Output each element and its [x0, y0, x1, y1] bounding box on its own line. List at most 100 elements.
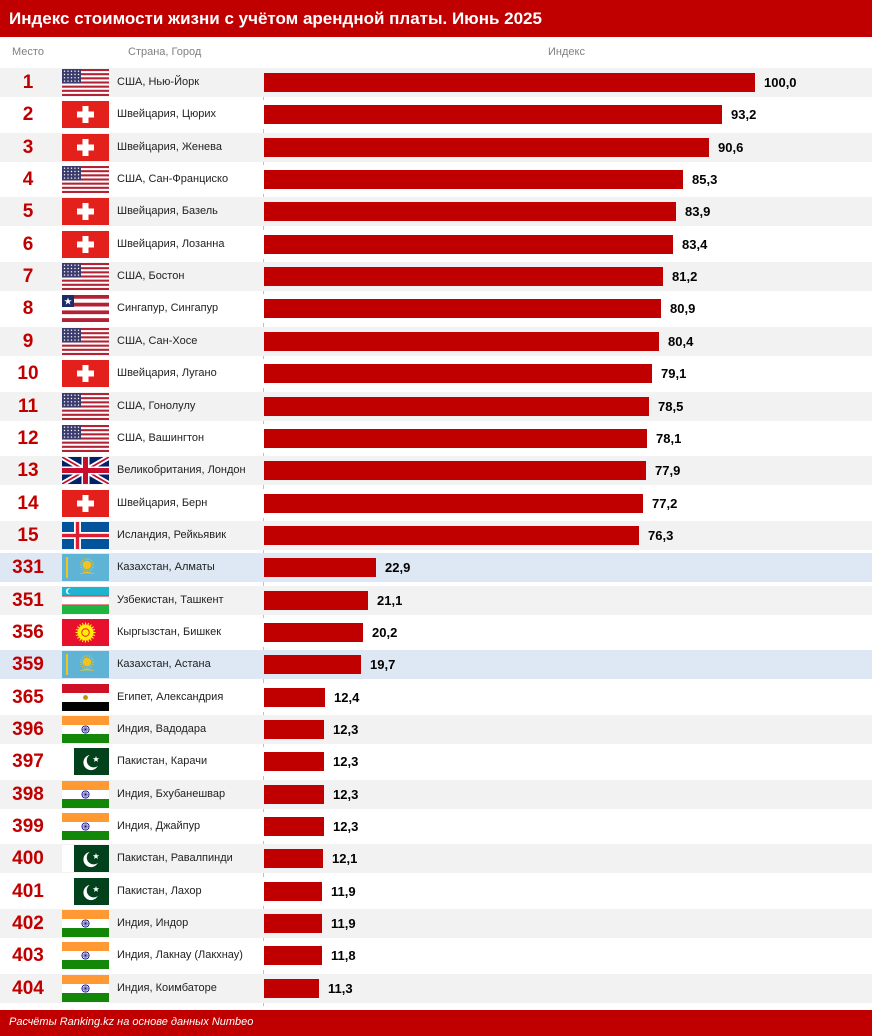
- switzerland-flag-icon: [62, 231, 109, 258]
- switzerland-flag-icon: [62, 360, 109, 387]
- table-row: [0, 909, 872, 938]
- city-label: Индия, Джайпур: [117, 820, 201, 832]
- bar: [264, 494, 643, 513]
- city-label: Великобритания, Лондон: [117, 464, 246, 476]
- highlighted-row: [0, 553, 872, 582]
- rank-label: 359: [12, 654, 44, 675]
- bar: [264, 332, 659, 351]
- value-label: 100,0: [764, 75, 797, 90]
- rank-label: 12: [17, 428, 39, 449]
- value-label: 93,2: [731, 107, 757, 122]
- value-label: 81,2: [672, 269, 698, 284]
- usa-flag-icon: [62, 425, 109, 452]
- city-label: Египет, Александрия: [117, 691, 224, 703]
- rank-label: 365: [12, 687, 44, 708]
- table-row: [0, 780, 872, 809]
- table-row: [0, 618, 872, 647]
- bar: [264, 202, 676, 221]
- city-label: Казахстан, Алматы: [117, 561, 215, 573]
- column-header-index: Индекс: [548, 46, 585, 58]
- bar: [264, 752, 324, 771]
- rank-label: 397: [12, 751, 44, 772]
- bar: [264, 720, 324, 739]
- city-label: Сингапур, Сингапур: [117, 302, 219, 314]
- india-flag-icon: [62, 813, 109, 840]
- bar: [264, 623, 363, 642]
- rank-label: 403: [12, 945, 44, 966]
- switzerland-flag-icon: [62, 198, 109, 225]
- rank-label: 6: [22, 234, 34, 255]
- city-label: Швейцария, Лугано: [117, 367, 217, 379]
- switzerland-flag-icon: [62, 490, 109, 517]
- table-row: [0, 586, 872, 615]
- bar: [264, 105, 722, 124]
- value-label: 11,9: [331, 884, 356, 899]
- uzbekistan-flag-icon: [62, 587, 109, 614]
- bar: [264, 429, 647, 448]
- value-label: 80,9: [670, 301, 696, 316]
- rank-label: 13: [17, 460, 39, 481]
- bar: [264, 817, 324, 836]
- bar: [264, 688, 325, 707]
- bar: [264, 138, 709, 157]
- bar: [264, 461, 646, 480]
- pakistan-flag-icon: [62, 748, 109, 775]
- india-flag-icon: [62, 975, 109, 1002]
- rank-label: 402: [12, 913, 44, 934]
- kazakhstan-flag-icon: [62, 651, 109, 678]
- bar: [264, 914, 322, 933]
- bar: [264, 655, 361, 674]
- source-note: Расчёты Ranking.kz на основе данных Numb…: [9, 1016, 254, 1028]
- rank-label: 14: [17, 493, 39, 514]
- table-row: [0, 974, 872, 1003]
- bar: [264, 397, 649, 416]
- switzerland-flag-icon: [62, 134, 109, 161]
- value-label: 85,3: [692, 172, 718, 187]
- city-label: Индия, Бхубанешвар: [117, 788, 226, 800]
- bar: [264, 170, 683, 189]
- bar: [264, 526, 639, 545]
- switzerland-flag-icon: [62, 101, 109, 128]
- value-label: 22,9: [385, 560, 411, 575]
- bar: [264, 849, 323, 868]
- value-label: 20,2: [372, 625, 398, 640]
- uk-flag-icon: [62, 457, 109, 484]
- singapore-flag-icon: [62, 295, 109, 322]
- city-label: Индия, Лакнау (Лакхнау): [117, 949, 243, 961]
- value-label: 90,6: [718, 140, 744, 155]
- bar: [264, 235, 673, 254]
- city-label: США, Гонолулу: [117, 400, 196, 412]
- column-header-city: Страна, Город: [128, 46, 202, 58]
- rank-label: 401: [12, 881, 44, 902]
- city-label: Узбекистан, Ташкент: [117, 594, 224, 606]
- usa-flag-icon: [62, 328, 109, 355]
- value-label: 83,9: [685, 204, 711, 219]
- bar: [264, 591, 368, 610]
- city-label: Швейцария, Базель: [117, 205, 218, 217]
- value-label: 21,1: [377, 593, 403, 608]
- egypt-flag-icon: [62, 684, 109, 711]
- city-label: Пакистан, Равалпинди: [117, 852, 233, 864]
- table-row: [0, 877, 872, 906]
- usa-flag-icon: [62, 166, 109, 193]
- bar: [264, 882, 322, 901]
- rank-label: 404: [12, 978, 44, 999]
- rank-label: 8: [22, 298, 34, 319]
- value-label: 11,3: [328, 981, 353, 996]
- rank-label: 396: [12, 719, 44, 740]
- india-flag-icon: [62, 716, 109, 743]
- city-label: Пакистан, Лахор: [117, 885, 202, 897]
- kazakhstan-flag-icon: [62, 554, 109, 581]
- city-label: США, Бостон: [117, 270, 185, 282]
- rank-label: 356: [12, 622, 44, 643]
- rank-label: 15: [17, 525, 39, 546]
- rank-label: 399: [12, 816, 44, 837]
- usa-flag-icon: [62, 69, 109, 96]
- value-label: 12,3: [333, 722, 359, 737]
- title-bar: Индекс стоимости жизни с учётом арендной…: [0, 0, 872, 37]
- table-row: [0, 844, 872, 873]
- rank-label: 398: [12, 784, 44, 805]
- india-flag-icon: [62, 910, 109, 937]
- bar: [264, 946, 322, 965]
- india-flag-icon: [62, 781, 109, 808]
